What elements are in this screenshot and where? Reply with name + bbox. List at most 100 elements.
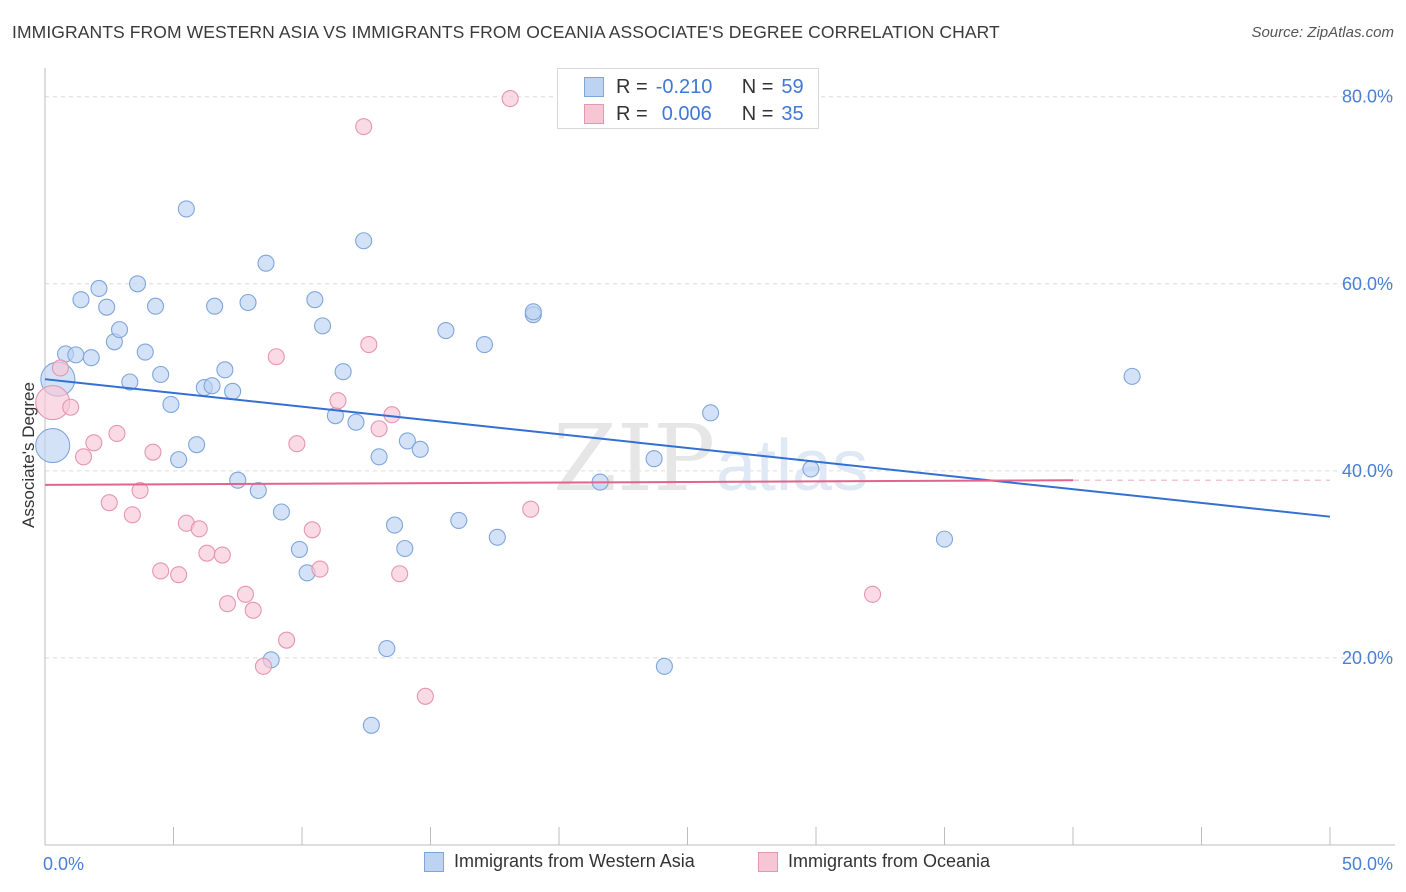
y-tick-label-1: 40.0% bbox=[1342, 461, 1393, 481]
point-s1-11 bbox=[170, 566, 188, 584]
point-s1-19 bbox=[254, 657, 273, 675]
point-s0-10 bbox=[121, 373, 139, 391]
data-points bbox=[35, 90, 1141, 734]
stats-legend-row-pink: R = 0.006 N = 35 bbox=[584, 102, 804, 126]
trendline-s0 bbox=[44, 378, 1331, 518]
point-s1-15 bbox=[213, 546, 231, 564]
point-s1-6 bbox=[108, 424, 126, 442]
point-s1-16 bbox=[218, 595, 237, 613]
point-s0-9 bbox=[110, 321, 129, 339]
point-s0-57 bbox=[935, 530, 954, 548]
point-s1-20 bbox=[267, 348, 285, 366]
n-value: 59 bbox=[781, 75, 804, 98]
point-s0-38 bbox=[362, 716, 380, 734]
point-s0-29 bbox=[272, 503, 290, 521]
r-label: R = bbox=[616, 102, 648, 125]
legend-item-oceania: Immigrants from Oceania bbox=[758, 851, 990, 872]
r-value: 0.006 bbox=[661, 102, 712, 125]
point-s1-14 bbox=[198, 544, 216, 562]
point-s1-13 bbox=[190, 520, 208, 538]
point-s1-24 bbox=[311, 560, 329, 578]
point-s0-26 bbox=[249, 481, 267, 500]
point-s1-4 bbox=[85, 434, 103, 452]
point-s1-5 bbox=[100, 494, 118, 512]
point-s1-1 bbox=[51, 359, 69, 377]
point-s0-53 bbox=[655, 657, 673, 675]
watermark-atlas: atlas bbox=[716, 426, 868, 506]
point-s0-14 bbox=[152, 365, 170, 384]
point-s0-58 bbox=[1123, 367, 1141, 385]
point-s1-18 bbox=[244, 601, 262, 619]
point-s0-18 bbox=[188, 436, 206, 454]
point-s0-6 bbox=[90, 279, 108, 298]
y-tick-label-3: 80.0% bbox=[1342, 87, 1393, 107]
point-s1-34 bbox=[863, 585, 882, 603]
blue-swatch bbox=[584, 77, 604, 97]
point-s0-23 bbox=[224, 382, 242, 400]
point-s1-9 bbox=[144, 443, 162, 461]
point-s0-20 bbox=[203, 377, 221, 395]
point-s1-17 bbox=[236, 585, 255, 603]
point-s0-33 bbox=[314, 317, 332, 335]
x-tick-label-1: 50.0% bbox=[1342, 854, 1393, 874]
n-label: N = bbox=[741, 75, 774, 98]
point-s0-41 bbox=[385, 516, 404, 534]
point-s0-43 bbox=[398, 432, 416, 450]
point-s1-28 bbox=[370, 420, 388, 438]
watermark-zip: ZIP bbox=[553, 405, 715, 512]
point-s0-50 bbox=[524, 303, 542, 321]
point-s0-0 bbox=[35, 428, 71, 464]
point-s1-2 bbox=[62, 398, 80, 416]
point-s0-35 bbox=[334, 363, 352, 381]
trend-lines bbox=[44, 378, 1331, 518]
point-s0-24 bbox=[229, 471, 247, 489]
point-s1-31 bbox=[416, 687, 434, 705]
point-s0-48 bbox=[488, 528, 506, 546]
n-value: 35 bbox=[781, 102, 804, 125]
point-s1-25 bbox=[329, 392, 347, 410]
point-s0-32 bbox=[306, 291, 324, 309]
point-s0-44 bbox=[411, 440, 429, 458]
point-s0-39 bbox=[370, 448, 388, 466]
point-s1-26 bbox=[355, 118, 373, 136]
n-label: N = bbox=[741, 102, 774, 125]
point-s0-56 bbox=[802, 460, 820, 478]
legend-label: Immigrants from Oceania bbox=[788, 851, 991, 871]
point-s1-7 bbox=[123, 506, 141, 524]
stats-legend: R = -0.210 N = 59 R = 0.006 N = 35 bbox=[557, 68, 819, 129]
point-s1-33 bbox=[522, 500, 540, 518]
legend-item-western-asia: Immigrants from Western Asia bbox=[424, 851, 695, 872]
point-s0-22 bbox=[216, 361, 234, 379]
point-s1-32 bbox=[501, 90, 519, 108]
r-value: -0.210 bbox=[655, 75, 713, 98]
point-s0-45 bbox=[437, 321, 455, 340]
grid-lines bbox=[45, 96, 1395, 659]
point-s1-10 bbox=[152, 562, 170, 580]
y-tick-label-0: 20.0% bbox=[1342, 648, 1393, 668]
point-s1-21 bbox=[278, 631, 296, 649]
point-s0-27 bbox=[257, 254, 275, 272]
point-s1-30 bbox=[391, 565, 409, 583]
point-s0-11 bbox=[128, 275, 147, 293]
point-s0-7 bbox=[98, 298, 116, 316]
point-s0-15 bbox=[162, 395, 180, 413]
point-s0-46 bbox=[450, 511, 468, 529]
y-axis-label: Associate's Degree bbox=[19, 382, 38, 528]
chart-title: IMMIGRANTS FROM WESTERN ASIA VS IMMIGRAN… bbox=[12, 22, 1000, 42]
point-s0-5 bbox=[82, 349, 100, 367]
point-s0-52 bbox=[645, 450, 663, 468]
point-s1-22 bbox=[288, 435, 306, 453]
x-tick-label-0: 0.0% bbox=[43, 854, 84, 874]
point-s0-30 bbox=[290, 540, 308, 558]
point-s0-16 bbox=[170, 451, 188, 469]
point-s0-12 bbox=[136, 343, 154, 361]
point-s0-40 bbox=[378, 640, 396, 658]
point-s1-27 bbox=[360, 336, 378, 354]
y-tick-label-2: 60.0% bbox=[1342, 274, 1393, 294]
legend-swatch-blue bbox=[424, 851, 444, 872]
point-s0-37 bbox=[355, 232, 373, 250]
tick-labels: 20.0% 40.0% 60.0% 80.0% 0.0% 50.0% bbox=[43, 87, 1393, 874]
point-s0-36 bbox=[347, 413, 365, 431]
point-s0-47 bbox=[475, 336, 494, 354]
